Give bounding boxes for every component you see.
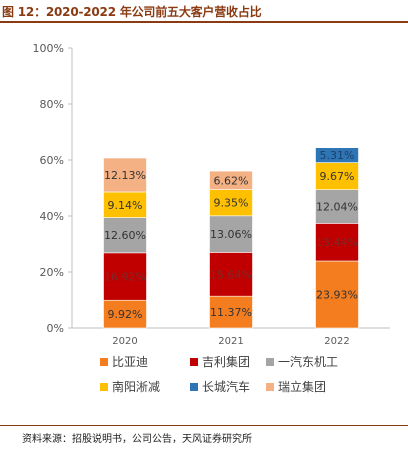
data-label: 11.37% [210,306,252,319]
bar-segment [315,223,359,262]
legend-label: 瑞立集团 [278,379,326,394]
legend-swatch [266,358,274,366]
title-divider [0,21,408,23]
legend-swatch [100,383,108,391]
stacked-bar-chart: 0% 20% 40% 60% 80% 100% 9.92% 16.92% 12.60% 9.14%… [33,42,390,394]
bar-segment [315,162,359,190]
bar-segment [315,189,359,224]
y-tick-label: 40% [40,210,64,223]
data-label: 9.92% [108,308,143,321]
data-label: 6.62% [214,174,249,187]
bar-segment [103,217,147,254]
bar-segment [315,260,359,329]
data-label: 9.67% [320,170,355,183]
data-label: 12.04% [316,201,358,214]
y-tick-label: 80% [40,98,64,111]
y-tick-label: 60% [40,154,64,167]
data-label: 12.60% [104,229,146,242]
bar-segment [315,147,359,163]
legend-label: 南阳淅减 [112,379,160,394]
y-tick-label: 0% [47,322,64,335]
bar-segment [103,191,147,218]
bar-segment [103,299,147,329]
data-label: 12.13% [104,169,146,182]
data-label: 15.64% [210,268,252,281]
legend-label: 一汽东机工 [278,354,338,369]
figure-title-bar: 图 12：2020-2022 年公司前五大客户营收占比 [0,0,408,23]
legend-swatch [190,358,198,366]
bar-segment [209,189,253,217]
data-label: 16.92% [104,271,146,284]
legend-swatch [100,358,108,366]
data-label: 5.31% [320,149,355,162]
bar-segment [209,215,253,253]
data-label: 9.35% [214,197,249,210]
source-divider [0,425,408,426]
figure-title: 图 12：2020-2022 年公司前五大客户营收占比 [2,5,262,19]
bar-segment [103,252,147,301]
y-tick-label: 100% [33,42,64,55]
figure-source: 资料来源：招股说明书，公司公告，天风证券研究所 [22,434,252,445]
legend-label: 比亚迪 [112,355,148,369]
bar-segment [103,157,147,193]
legend-swatch [190,383,198,391]
data-label: 9.14% [108,199,143,212]
data-label: 13.06% [210,228,252,241]
x-tick-label: 2022 [324,336,349,347]
legend-label: 长城汽车 [202,379,250,394]
data-label: 23.93% [316,288,358,301]
bar-segment [209,170,253,190]
x-tick-label: 2020 [112,336,137,347]
legend-swatch [266,383,274,391]
legend-label: 吉利集团 [202,354,250,369]
y-tick-label: 20% [40,266,64,279]
data-label: 13.44% [316,236,358,249]
x-tick-label: 2021 [218,336,243,347]
